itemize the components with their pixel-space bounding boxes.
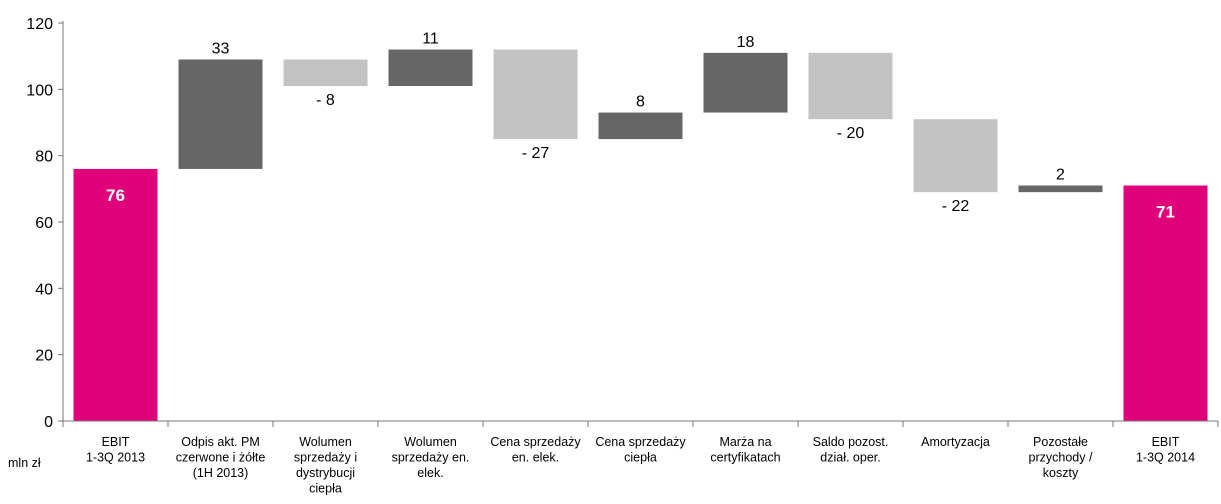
bar-value-label: - 27 <box>522 145 550 162</box>
bar-value-label: 18 <box>737 34 755 51</box>
unit-label: mln zł <box>8 456 41 470</box>
y-tick-label: 100 <box>26 82 53 99</box>
category-label: sprzedaży i <box>294 451 357 465</box>
bar-value-label: 2 <box>1056 167 1065 184</box>
y-tick-label: 20 <box>35 348 53 365</box>
bar-increase <box>388 49 473 87</box>
bar-increase <box>598 112 683 140</box>
y-tick-label: 60 <box>35 215 53 232</box>
category-label: en. elek. <box>512 451 559 465</box>
category-label: Wolumen <box>299 435 352 449</box>
bar-value-label: - 22 <box>942 198 970 215</box>
category-label: elek. <box>417 466 443 480</box>
bar-total <box>73 168 158 421</box>
category-label: Cena sprzedaży <box>595 435 686 449</box>
category-label: Cena sprzedaży <box>490 435 581 449</box>
category-label: EBIT <box>1152 435 1180 449</box>
bar-decrease <box>913 119 998 193</box>
category-label: Pozostałe <box>1033 435 1088 449</box>
x-axis: EBIT 1-3Q 2013 Odpis akt. PM czerwone i żół… <box>62 420 1219 496</box>
category-label: przychody / <box>1029 451 1093 465</box>
bar-value-label: 8 <box>636 94 645 111</box>
category-label: certyfikatach <box>710 451 780 465</box>
y-tick-label: 120 <box>26 16 53 33</box>
y-axis: 0 20 40 60 80 100 120 <box>26 16 64 431</box>
category-label: 1-3Q 2014 <box>1136 451 1195 465</box>
bar-value-label: - 20 <box>837 125 865 142</box>
category-label: Wolumen <box>404 435 457 449</box>
y-tick-label: 40 <box>35 281 53 298</box>
bar-total <box>1123 185 1208 421</box>
category-label: Amortyzacja <box>921 435 990 449</box>
category-label: koszty <box>1043 466 1079 480</box>
category-label: ciepła <box>309 482 342 496</box>
bar-value-label: 11 <box>422 31 439 48</box>
bar-increase <box>703 52 788 113</box>
y-tick-label: 0 <box>44 414 53 431</box>
bar-value-label: 71 <box>1156 203 1175 222</box>
bar-decrease <box>493 49 578 140</box>
category-label: dział. oper. <box>820 451 880 465</box>
category-label: Saldo pozost. <box>813 435 889 449</box>
bar-value-label: 33 <box>212 40 230 57</box>
category-label: dystrybucji <box>296 466 355 480</box>
category-label: czerwone i żółte <box>176 451 266 465</box>
category-label: Marża na <box>719 435 771 449</box>
category-label: Odpis akt. PM <box>181 435 260 449</box>
bar-increase <box>178 59 263 169</box>
bars-group: 76 33 - 8 11 - 27 8 18 - 20 - 22 2 71 <box>73 31 1208 421</box>
bar-increase <box>1018 185 1103 193</box>
category-label: sprzedaży en. <box>392 451 470 465</box>
y-tick-label: 80 <box>35 149 53 166</box>
category-label: 1-3Q 2013 <box>86 451 145 465</box>
bar-value-label: - 8 <box>316 92 335 109</box>
category-label: ciepła <box>624 451 657 465</box>
bar-decrease <box>283 59 368 87</box>
category-label: (1H 2013) <box>193 466 249 480</box>
category-label: EBIT <box>102 435 130 449</box>
bar-decrease <box>808 52 893 120</box>
bar-value-label: 76 <box>106 186 125 205</box>
